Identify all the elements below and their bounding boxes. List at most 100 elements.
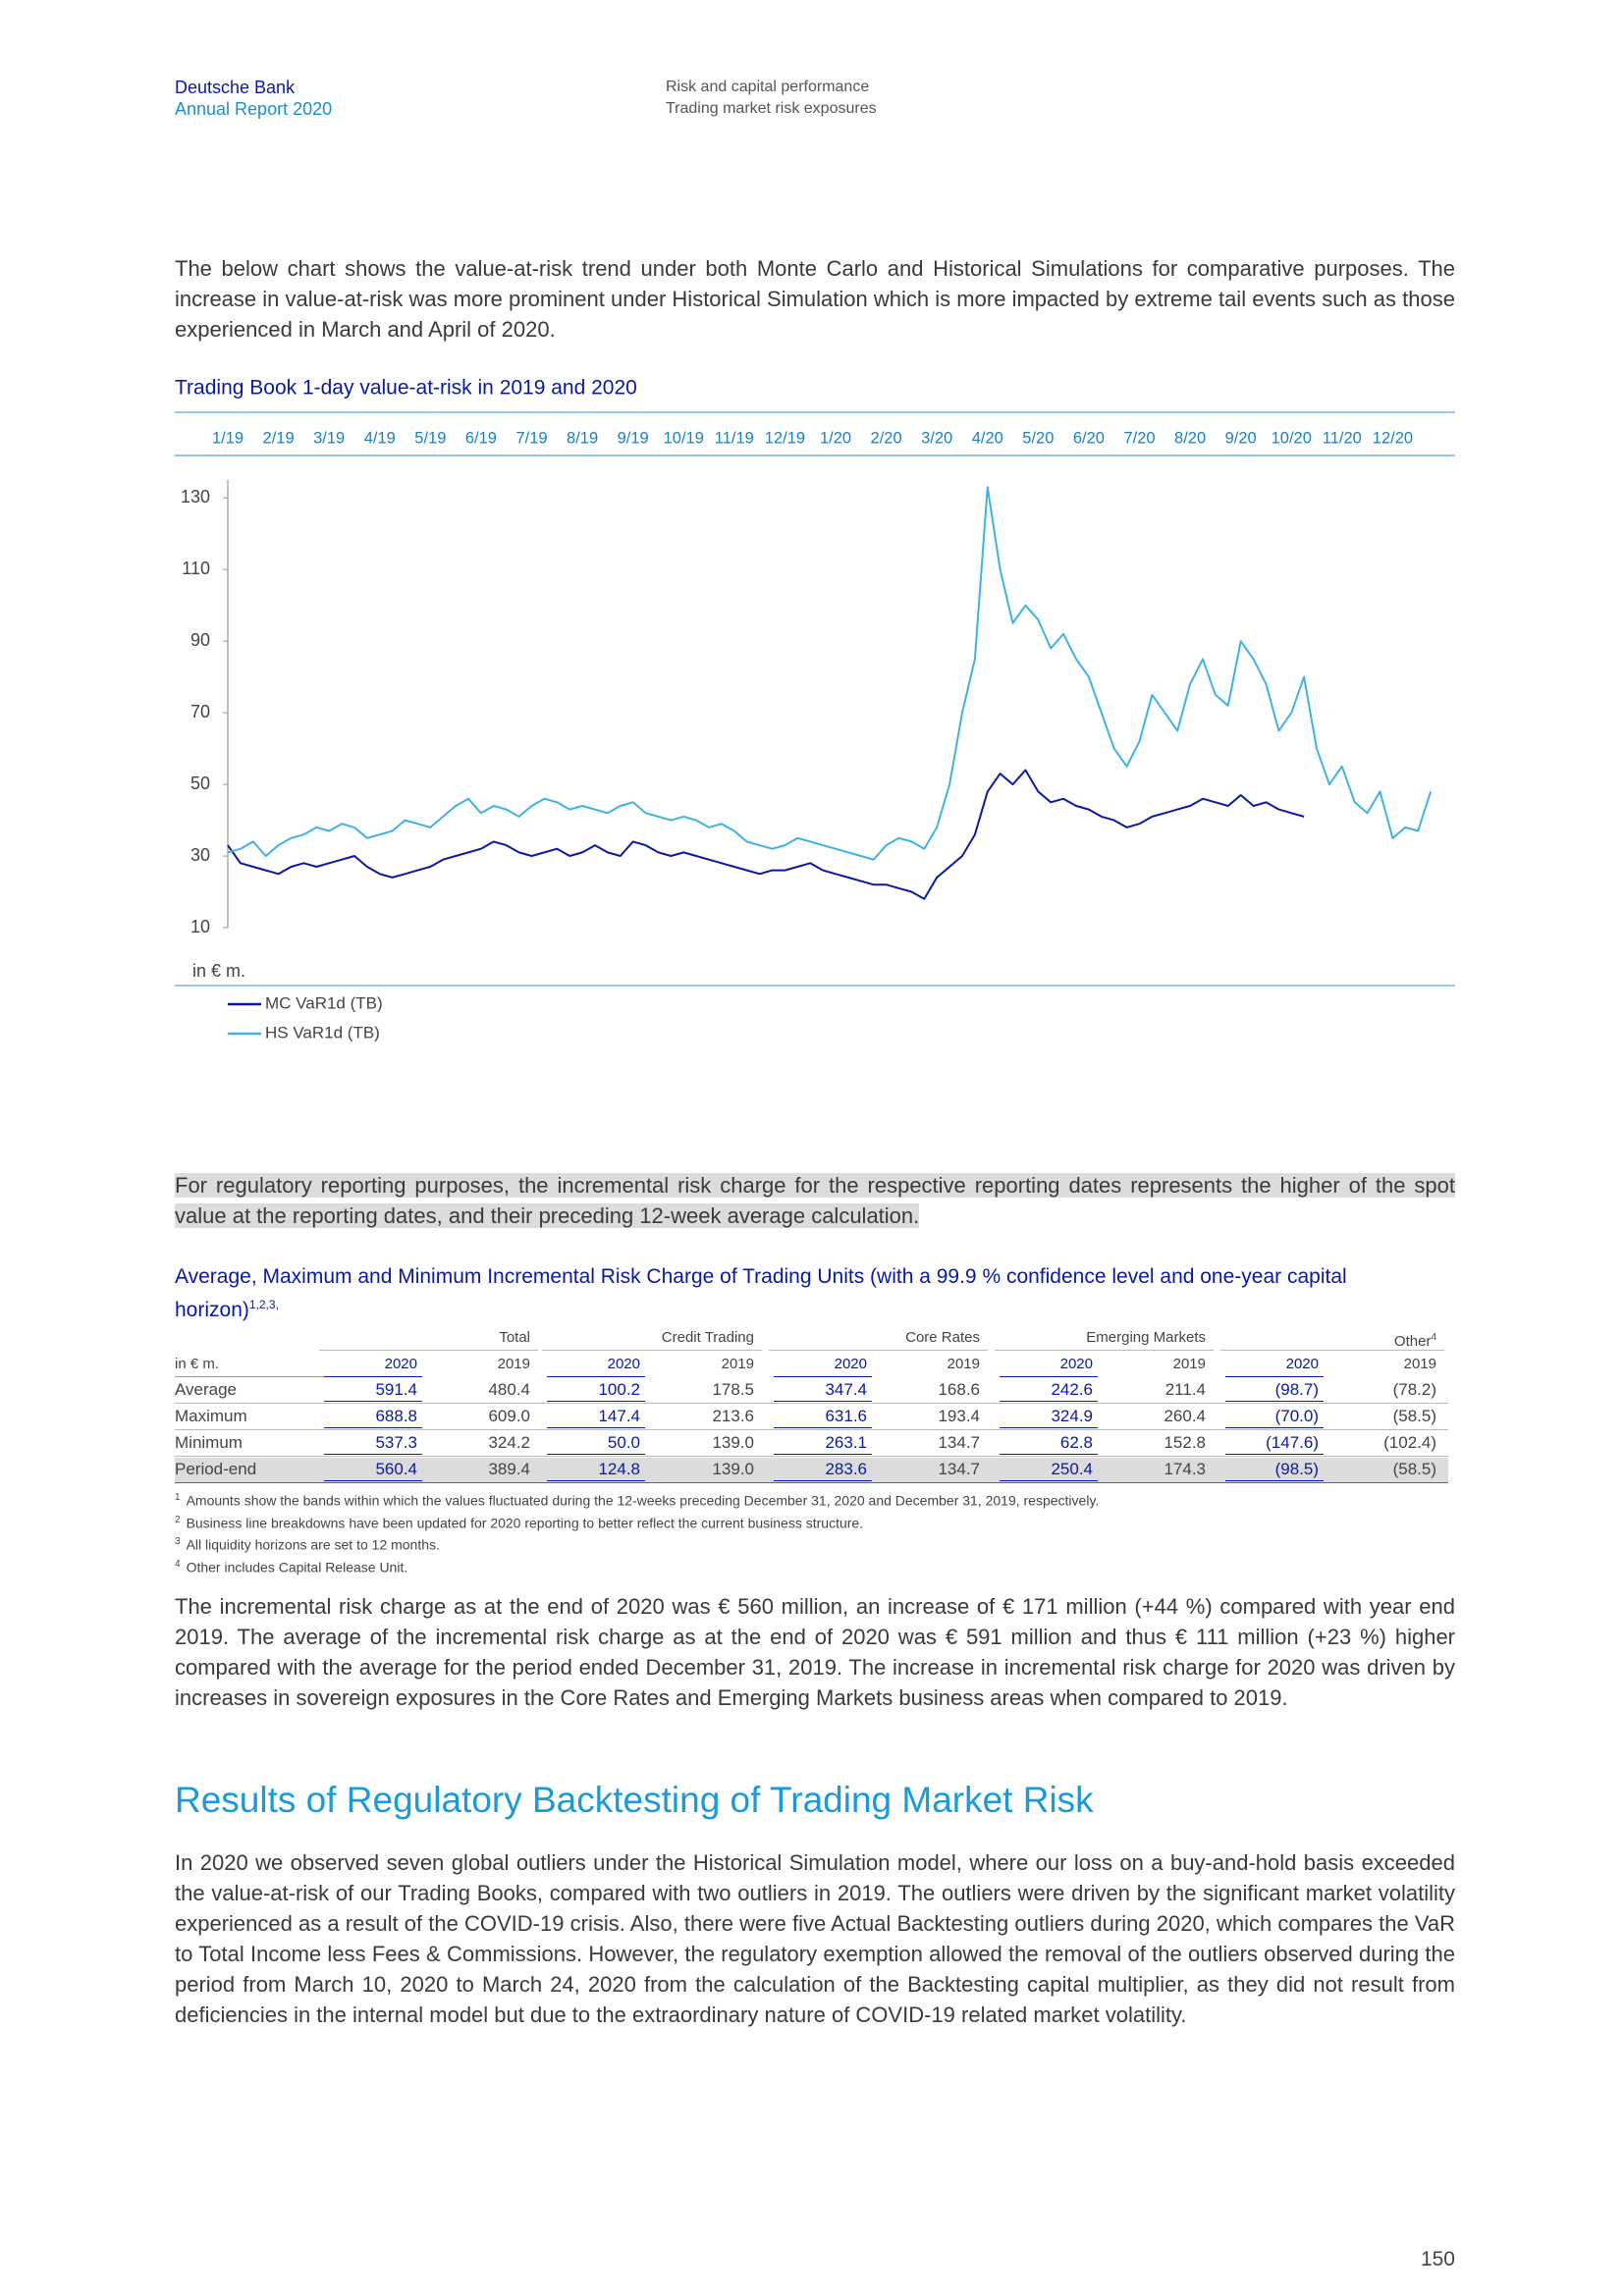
x-tick-label: 6/20 <box>1073 429 1105 447</box>
rule <box>1000 1401 1098 1402</box>
rule <box>324 1454 422 1455</box>
rule <box>175 1403 1448 1404</box>
table-value: (147.6) <box>1266 1433 1319 1452</box>
x-tick-label: 12/20 <box>1373 429 1413 447</box>
table-value: 168.6 <box>938 1380 980 1399</box>
rule <box>542 1350 762 1351</box>
table-value: 480.4 <box>488 1380 530 1399</box>
year-header: 2019 <box>497 1356 530 1372</box>
rule <box>774 1454 872 1455</box>
table-value: 178.5 <box>712 1380 754 1399</box>
table-value: 100.2 <box>598 1380 640 1399</box>
section: Risk and capital performance <box>666 79 870 95</box>
table-value: (98.5) <box>1274 1460 1319 1478</box>
table-value: 134.7 <box>938 1460 980 1478</box>
table-value: 139.0 <box>712 1460 754 1478</box>
x-tick-label: 2/20 <box>871 429 902 447</box>
rule <box>1000 1427 1098 1428</box>
chart: Trading Book 1-day value-at-risk in 2019… <box>175 377 1455 1041</box>
group-name: Emerging Markets <box>1086 1329 1206 1346</box>
line-series <box>227 769 1305 900</box>
x-tick-label: 4/19 <box>364 429 396 447</box>
rule <box>774 1480 872 1481</box>
footnote-text: Other includes Capital Release Unit. <box>186 1559 408 1575</box>
group-header: Credit Trading <box>538 1325 754 1351</box>
table-title-text: Average, Maximum and Minimum Incremental… <box>175 1265 1347 1321</box>
group-name: Core Rates <box>905 1329 980 1346</box>
page-number: 150 <box>1420 2248 1455 2270</box>
rule <box>774 1427 872 1428</box>
backtesting-paragraph: In 2020 we observed seven global outlier… <box>175 1850 1455 2027</box>
company: Deutsche Bank <box>175 78 296 97</box>
y-tick-label: 90 <box>190 630 210 650</box>
footnote-text: All liquidity horizons are set to 12 mon… <box>186 1536 440 1553</box>
year-header: 2019 <box>721 1356 754 1372</box>
group-name: Credit Trading <box>661 1329 754 1346</box>
rule <box>1000 1376 1098 1377</box>
table-value: 347.4 <box>825 1380 867 1399</box>
year-header: 2019 <box>1172 1356 1206 1372</box>
year-header: 2020 <box>384 1356 417 1372</box>
irc-note: For regulatory reporting purposes, the i… <box>175 1170 1455 1231</box>
table-value: 560.4 <box>375 1460 417 1478</box>
table-value: (78.2) <box>1392 1380 1436 1399</box>
report: Annual Report 2020 <box>175 99 333 119</box>
year-header: 2019 <box>1403 1356 1436 1372</box>
rule <box>1225 1454 1324 1455</box>
rule <box>769 1350 988 1351</box>
x-tick-label: 8/19 <box>567 429 598 447</box>
row-label: Average <box>175 1380 238 1399</box>
table-value: 134.7 <box>938 1433 980 1452</box>
table-value: 62.8 <box>1059 1433 1093 1452</box>
group-name: Other <box>1393 1333 1432 1350</box>
group-name: Total <box>499 1329 530 1346</box>
footnote: 1 Amounts show the bands within which the… <box>175 1488 1455 1511</box>
y-tick-label: 30 <box>190 845 210 865</box>
table-value: 147.4 <box>598 1407 640 1425</box>
rule <box>1225 1401 1324 1402</box>
table-title: Average, Maximum and Minimum Incremental… <box>175 1262 1455 1324</box>
rule <box>1225 1480 1324 1481</box>
rule <box>547 1480 645 1481</box>
line-series <box>227 486 1433 861</box>
footnote: 3 All liquidity horizons are set to 12 mo… <box>175 1532 1455 1555</box>
x-tick-label: 2/19 <box>263 429 295 447</box>
rule <box>547 1401 645 1402</box>
table-value: 213.6 <box>712 1407 754 1425</box>
rule <box>1220 1350 1444 1351</box>
x-tick-label: 1/20 <box>820 429 851 447</box>
table-value: 124.8 <box>598 1460 640 1478</box>
rule <box>1225 1376 1324 1377</box>
rule <box>547 1454 645 1455</box>
year-header: 2020 <box>1059 1356 1093 1372</box>
rule <box>175 1456 1448 1457</box>
rule <box>324 1401 422 1402</box>
rule <box>324 1376 422 1377</box>
footnote-mark: 1 <box>175 1492 181 1503</box>
section-heading: Results of Regulatory Backtesting of Tra… <box>175 1780 1094 1820</box>
x-tick-label: 4/20 <box>972 429 1003 447</box>
x-tick-label: 3/20 <box>921 429 952 447</box>
x-tick-label: 10/20 <box>1272 429 1312 447</box>
legend-label: MC VaR1d (TB) <box>265 993 383 1012</box>
x-tick-label: 6/19 <box>465 429 497 447</box>
year-header: 2020 <box>607 1356 640 1372</box>
unit-label: in € m. <box>192 961 245 981</box>
table-value: 389.4 <box>488 1460 530 1478</box>
table-value: 283.6 <box>825 1460 867 1478</box>
table-value: 152.8 <box>1164 1433 1206 1452</box>
rule <box>1225 1427 1324 1428</box>
irc-summary: The incremental risk charge as at the en… <box>175 1594 1455 1710</box>
x-tick-label: 9/19 <box>618 429 649 447</box>
rule <box>1000 1480 1098 1481</box>
x-tick-label: 9/20 <box>1225 429 1257 447</box>
table-value: 324.2 <box>488 1433 530 1452</box>
x-tick-label: 5/20 <box>1022 429 1054 447</box>
group-header: Core Rates <box>764 1325 980 1351</box>
table-value: 250.4 <box>1051 1460 1093 1478</box>
table-value: (58.5) <box>1392 1407 1436 1425</box>
rule <box>774 1376 872 1377</box>
legend-label: HS VaR1d (TB) <box>265 1023 380 1041</box>
footnote-text: Business line breakdowns have been updat… <box>186 1515 864 1531</box>
